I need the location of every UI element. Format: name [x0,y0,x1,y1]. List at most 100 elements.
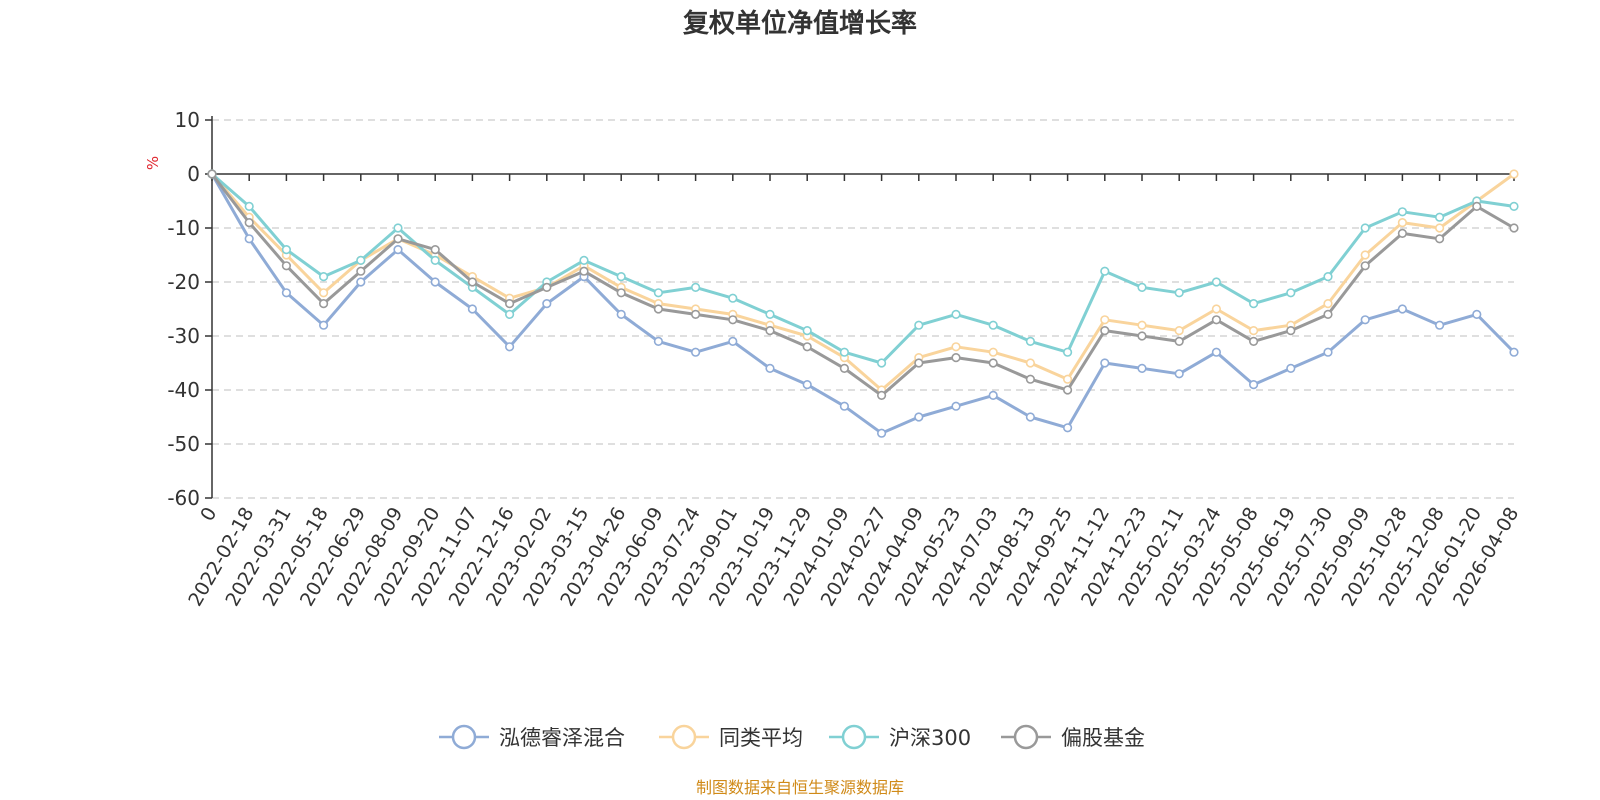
chart-title: 复权单位净值增长率 [683,8,917,39]
data-point [467,277,478,287]
data-point [951,342,961,352]
legend-label: 泓德睿泽混合 [499,726,625,750]
data-point [802,326,812,336]
legend-label: 同类平均 [719,726,803,750]
data-point [244,201,254,211]
data-point [1509,201,1519,211]
data-point [1025,412,1035,422]
data-point [1323,309,1333,320]
series-line [210,172,1516,435]
data-point [728,336,738,347]
data-point [1174,369,1184,379]
data-point [281,288,292,298]
data-point [690,347,701,357]
data-point [1248,326,1259,336]
data-point [1248,380,1259,390]
legend-item[interactable]: 同类平均 [659,724,803,750]
data-point [951,309,961,320]
data-point [1397,228,1407,238]
legend-swatch-marker [451,724,477,750]
data-point [1137,320,1147,330]
x-tick-label: 0 [196,504,221,525]
legend-label: 偏股基金 [1061,726,1145,750]
data-point [951,353,961,363]
data-point [356,277,366,287]
data-point [914,412,924,422]
data-point [1472,309,1482,320]
data-point [1137,363,1147,374]
data-point [1286,288,1296,298]
data-point [728,293,738,303]
data-point [1025,358,1035,368]
data-point [765,326,775,336]
y-tick-label: 0 [187,162,200,186]
data-point [616,288,626,298]
data-point [1062,347,1073,357]
data-point [1472,201,1482,211]
y-tick-label: -20 [167,270,200,294]
data-point [1397,304,1407,314]
data-point [1286,326,1296,336]
y-tick-label: -10 [167,216,200,240]
data-point [1434,320,1445,330]
data-point [281,261,292,271]
data-point [1211,347,1221,357]
data-point [653,304,664,314]
legend[interactable]: 泓德睿泽混合 同类平均 沪深300 偏股基金 [439,724,1145,750]
data-point [1509,223,1519,233]
data-point [988,347,998,357]
data-point [914,320,924,330]
data-point [1509,347,1519,357]
legend-swatch-marker [671,724,697,750]
legend-item[interactable]: 泓德睿泽混合 [439,724,625,750]
data-point [1360,250,1370,260]
data-point [1174,326,1184,336]
data-point [505,299,515,309]
data-point [616,309,626,320]
data-point [505,309,515,320]
data-point [505,342,515,352]
data-point [690,309,701,320]
data-point [1137,331,1147,341]
data-point [876,390,887,401]
series-泓德睿泽混合 [207,169,1519,438]
data-point [1062,423,1073,433]
data-point [1211,277,1221,287]
data-point [579,255,589,266]
data-point [467,304,478,314]
legend-swatch-marker [841,724,867,750]
data-point [393,223,403,233]
data-point [1137,282,1147,293]
data-point [1025,374,1035,384]
data-point [1062,385,1073,395]
data-point [1360,315,1370,325]
legend-label: 沪深300 [889,726,971,750]
data-point [839,347,850,357]
data-point [988,358,998,368]
legend-item[interactable]: 偏股基金 [1001,724,1145,750]
data-point [616,272,626,282]
data-point [1323,347,1333,357]
data-point [1509,169,1519,179]
data-point [1174,288,1184,298]
y-tick-label: -50 [167,432,200,456]
y-tick-label: -60 [167,486,200,510]
legend-item[interactable]: 沪深300 [829,724,971,750]
series-line [210,172,1516,397]
data-point [1211,304,1221,314]
data-point [319,320,329,330]
data-point [1360,261,1370,271]
data-point [244,234,254,244]
data-point [1323,299,1333,309]
grid-lines [212,119,1514,499]
data-point [356,255,366,266]
data-point [319,299,329,309]
data-point [1397,218,1407,228]
data-point [1397,207,1407,217]
series-沪深300 [207,169,1519,368]
data-point [839,401,850,411]
data-point [542,282,552,293]
data-point [1434,212,1445,222]
data-point [281,245,292,255]
